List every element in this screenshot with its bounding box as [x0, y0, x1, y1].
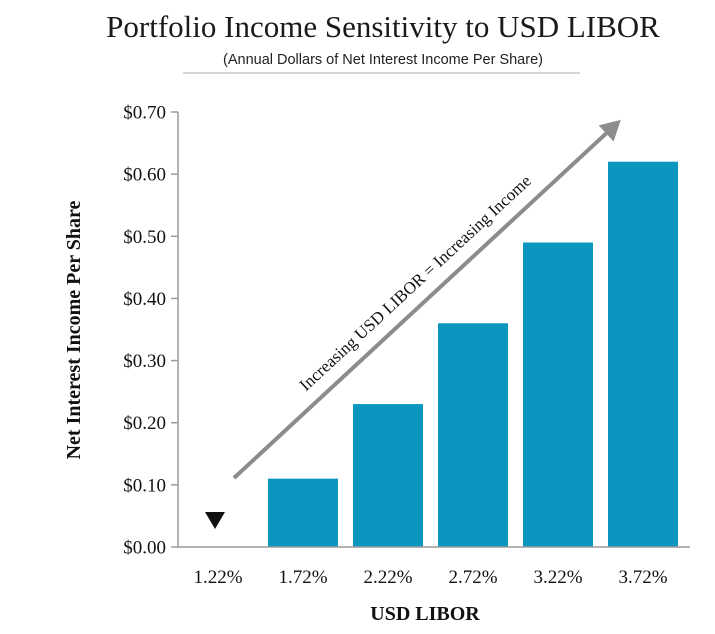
y-tick-label: $0.40 [123, 289, 166, 310]
chart-title: Portfolio Income Sensitivity to USD LIBO… [106, 9, 660, 44]
current-level-marker [205, 512, 225, 529]
bar [523, 242, 593, 547]
trend-arrow-line [232, 126, 614, 480]
x-axis-label: USD LIBOR [370, 603, 480, 625]
y-axis-label: Net Interest Income Per Share [63, 200, 85, 459]
y-tick-label: $0.00 [123, 538, 166, 559]
bars [205, 161, 678, 547]
x-axis: 1.22% 1.72% 2.22% 2.72% 3.22% 3.72% [178, 546, 690, 588]
x-tick-label: 1.22% [193, 567, 242, 588]
bar [353, 404, 423, 547]
y-tick-label: $0.60 [123, 165, 166, 186]
x-tick-label: 3.72% [618, 567, 667, 588]
y-axis: $0.00 $0.10 $0.20 $0.30 $0.40 $0.50 $0.60 $0.70 [123, 103, 179, 559]
y-tick-label: $0.70 [123, 103, 166, 124]
bar [608, 161, 678, 547]
bar [438, 323, 508, 547]
x-tick-label: 2.22% [363, 567, 412, 588]
trend-arrow-head [598, 119, 621, 142]
x-tick-label: 3.22% [533, 567, 582, 588]
x-tick-label: 2.72% [448, 567, 497, 588]
y-tick-label: $0.30 [123, 351, 166, 372]
y-tick-label: $0.10 [123, 475, 166, 496]
chart-subtitle: (Annual Dollars of Net Interest Income P… [223, 52, 543, 68]
bar [268, 478, 338, 547]
x-tick-label: 1.72% [278, 567, 327, 588]
y-tick-label: $0.20 [123, 413, 166, 434]
y-tick-label: $0.50 [123, 227, 166, 248]
